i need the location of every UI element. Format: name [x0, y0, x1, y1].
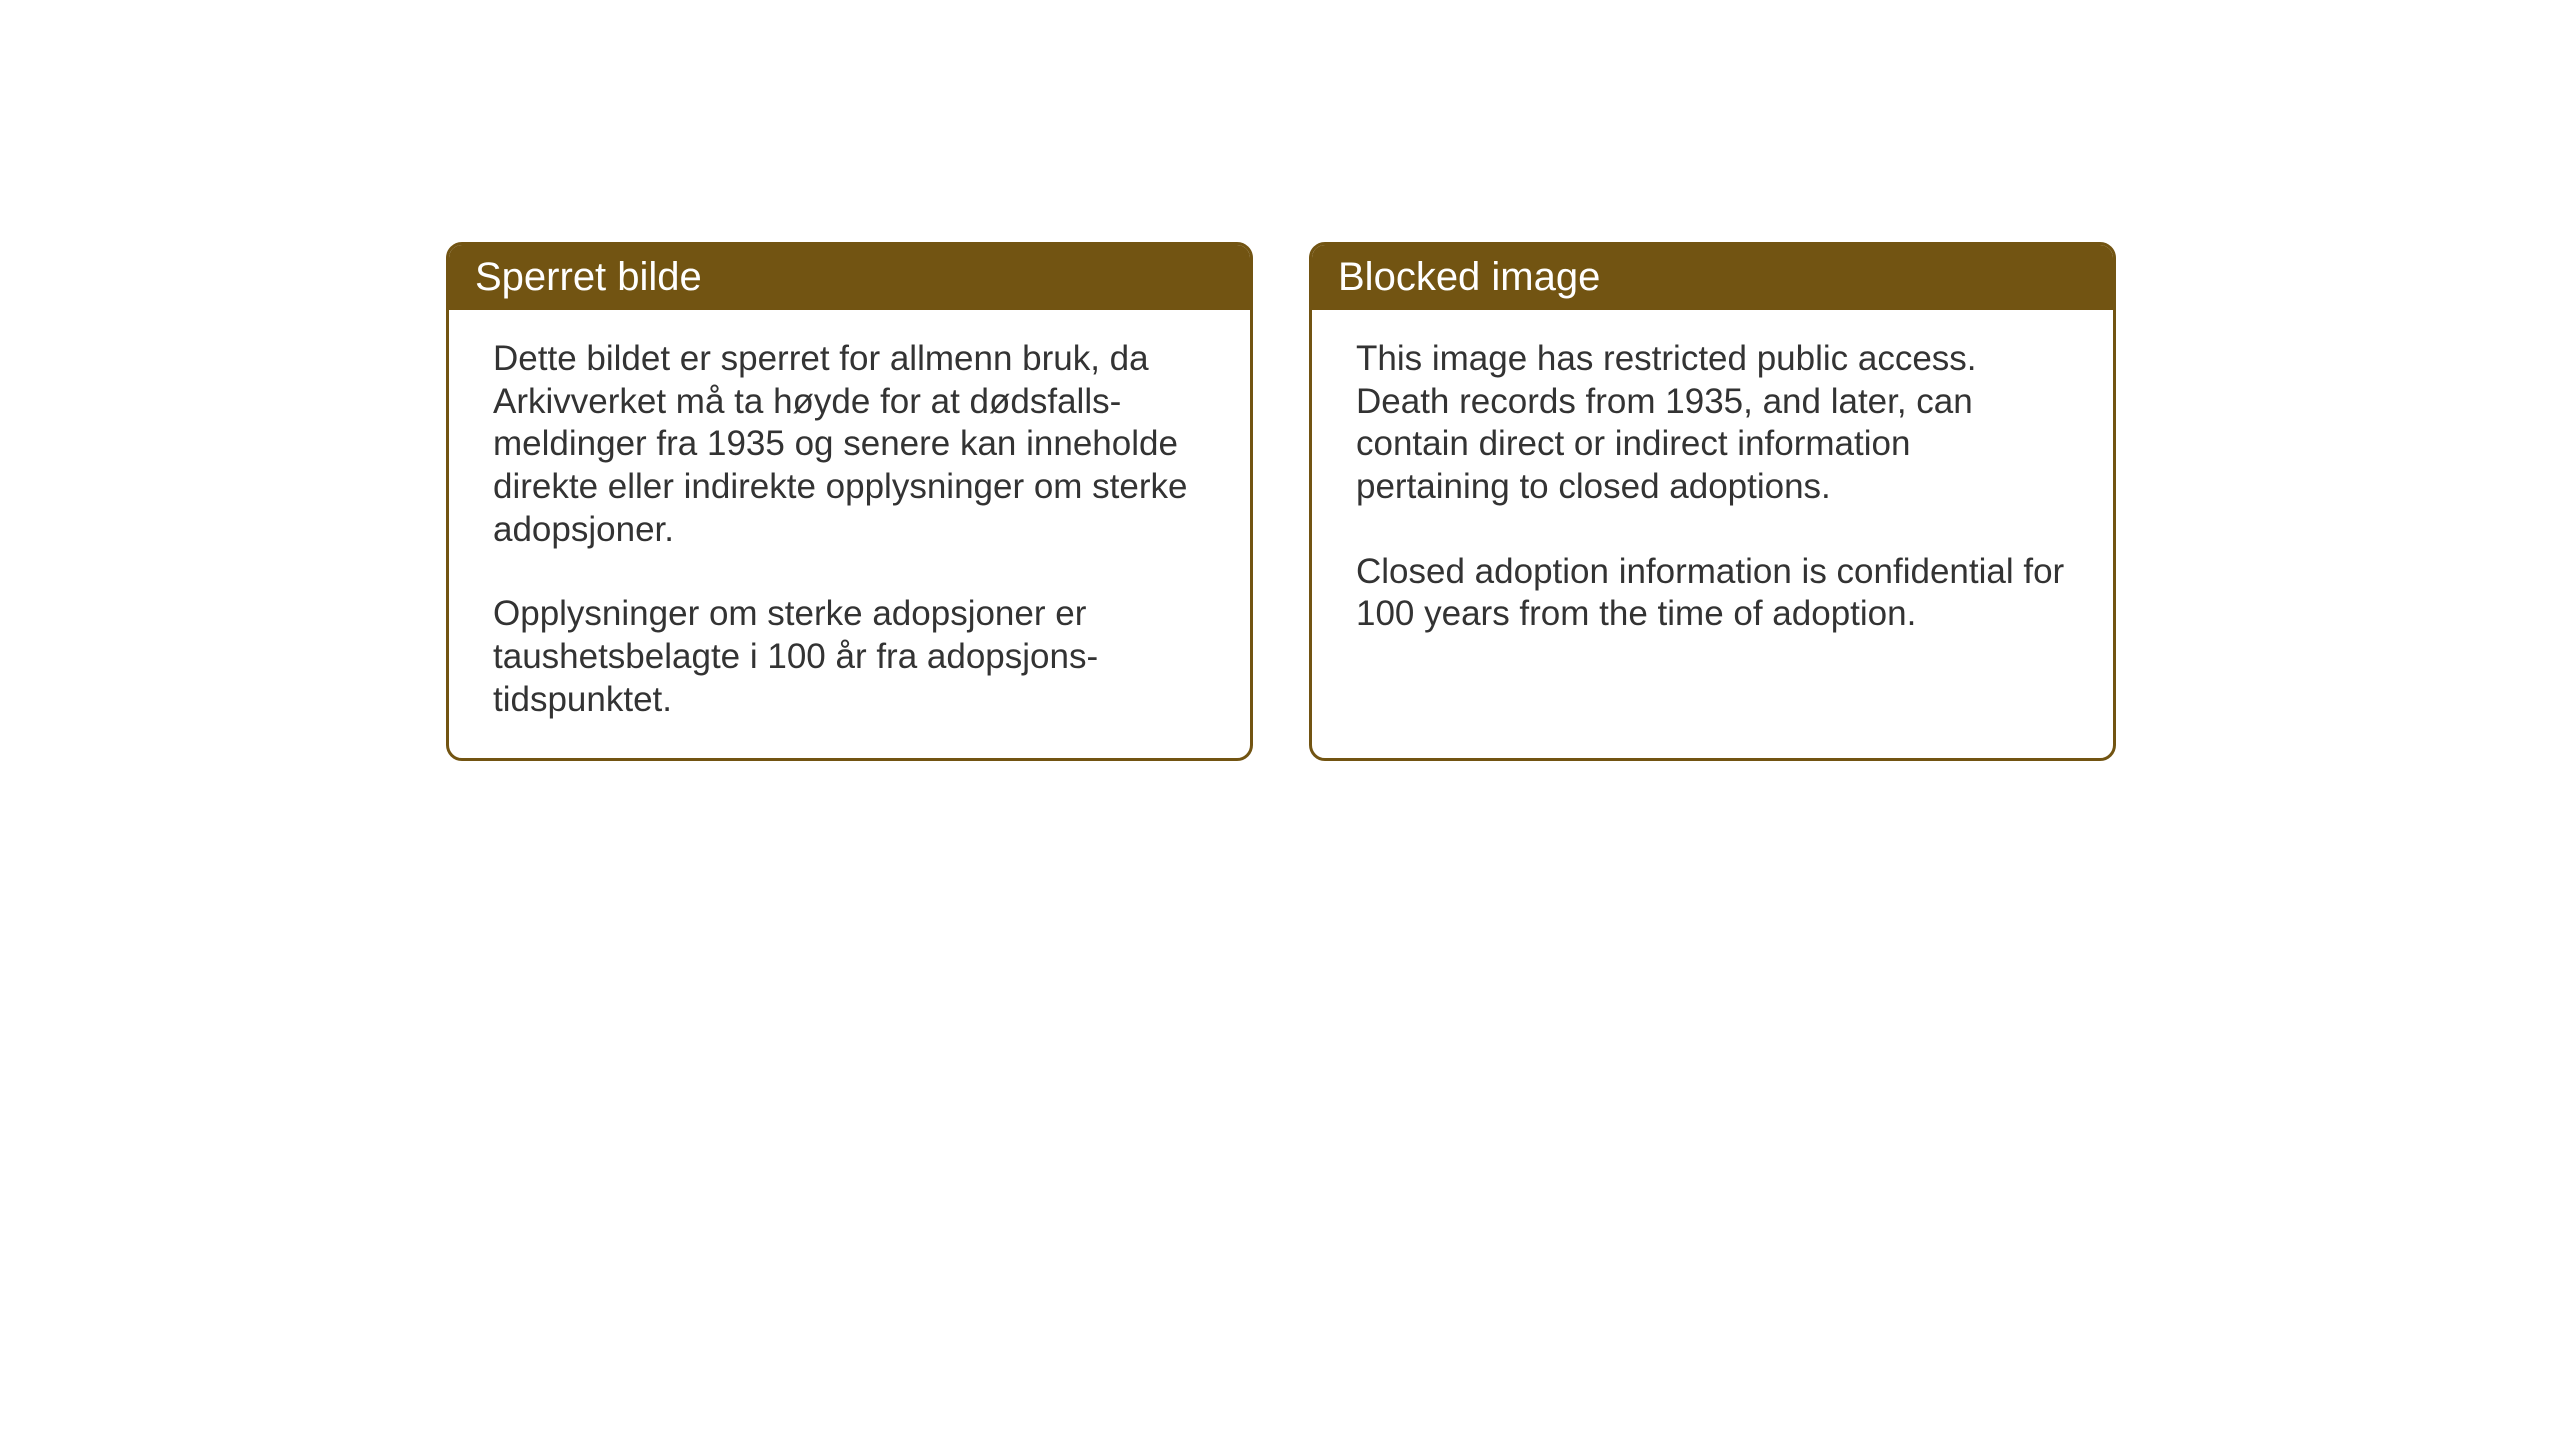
notice-paragraph: Dette bildet er sperret for allmenn bruk…	[493, 338, 1206, 551]
card-body-norwegian: Dette bildet er sperret for allmenn bruk…	[449, 310, 1250, 758]
notice-paragraph: This image has restricted public access.…	[1356, 338, 2069, 509]
card-header-english: Blocked image	[1312, 245, 2113, 310]
card-header-norwegian: Sperret bilde	[449, 245, 1250, 310]
notice-paragraph: Closed adoption information is confident…	[1356, 551, 2069, 636]
notice-card-english: Blocked image This image has restricted …	[1309, 242, 2116, 761]
notice-card-norwegian: Sperret bilde Dette bildet er sperret fo…	[446, 242, 1253, 761]
card-body-english: This image has restricted public access.…	[1312, 310, 2113, 672]
notice-cards-container: Sperret bilde Dette bildet er sperret fo…	[446, 242, 2116, 761]
notice-paragraph: Opplysninger om sterke adopsjoner er tau…	[493, 593, 1206, 721]
